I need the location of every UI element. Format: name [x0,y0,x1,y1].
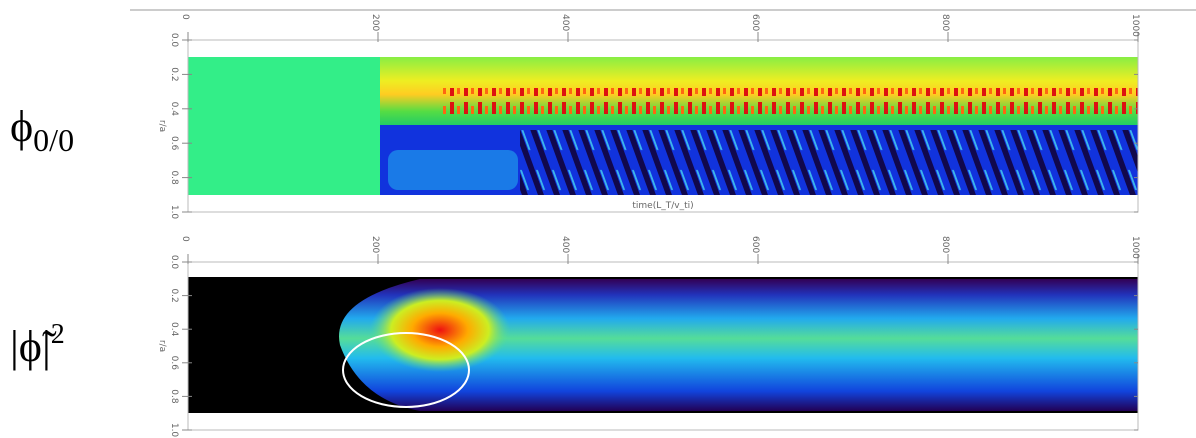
panel-label-main: ϕ [10,102,33,151]
y-tick-label: 0.4 [169,322,179,337]
x-tick-label: 1000 [1130,14,1140,37]
y-tick-label: 0.0 [169,33,179,48]
heatmap-image [188,277,1138,413]
x-tick-label: 400 [560,236,570,253]
x-tick-label: 800 [940,14,950,31]
x-tick-label: 400 [560,14,570,31]
x-axis-label: time(L_T/v_ti) [632,201,693,211]
x-tick-label: 0 [180,236,190,242]
y-tick-label: 0.8 [169,389,179,404]
panel-label-main: |ϕ̃| [10,322,57,371]
y-tick-label: 0.6 [169,356,179,371]
plot-frame [187,261,1139,431]
panel-label-sub: 0/0 [33,122,74,158]
y-axis-label: r/a [157,120,167,132]
plot-frame [187,39,1139,213]
y-tick-label: 0.0 [169,255,179,270]
y-tick-label: 1.0 [169,423,179,438]
x-tick-label: 200 [370,236,380,253]
y-tick-label: 0.2 [169,67,179,81]
x-tick-label: 600 [750,236,760,253]
y-tick-label: 0.4 [169,102,179,117]
x-tick-label: 200 [370,14,380,31]
x-tick-label: 0 [180,14,190,20]
y-tick-label: 1.0 [169,205,179,220]
panel-label: |ϕ̃|2 [10,319,65,371]
panel-label-sup: 2 [51,319,65,350]
x-tick-label: 1000 [1130,236,1140,259]
y-axis-label: r/a [157,340,167,352]
y-tick-label: 0.8 [169,170,179,185]
x-tick-label: 800 [940,236,950,253]
panel-label: ϕ0/0 [10,102,74,158]
x-tick-label: 600 [750,14,760,31]
y-tick-label: 0.2 [169,288,179,302]
y-tick-label: 0.6 [169,136,179,151]
heatmap-image [188,57,1138,195]
